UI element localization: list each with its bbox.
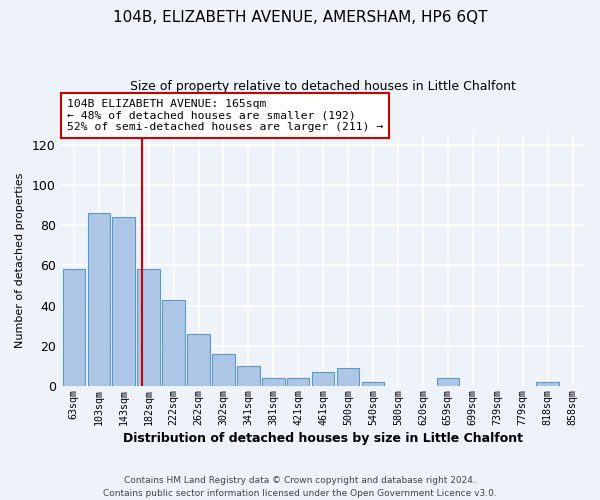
Bar bbox=[163, 300, 185, 386]
Bar bbox=[287, 378, 310, 386]
Bar bbox=[536, 382, 559, 386]
Bar bbox=[362, 382, 384, 386]
X-axis label: Distribution of detached houses by size in Little Chalfont: Distribution of detached houses by size … bbox=[123, 432, 523, 445]
Bar bbox=[88, 213, 110, 386]
Bar bbox=[262, 378, 284, 386]
Bar bbox=[237, 366, 260, 386]
Bar bbox=[137, 270, 160, 386]
Bar bbox=[112, 217, 135, 386]
Bar bbox=[437, 378, 459, 386]
Y-axis label: Number of detached properties: Number of detached properties bbox=[15, 172, 25, 348]
Text: 104B, ELIZABETH AVENUE, AMERSHAM, HP6 6QT: 104B, ELIZABETH AVENUE, AMERSHAM, HP6 6Q… bbox=[113, 10, 487, 25]
Text: 104B ELIZABETH AVENUE: 165sqm
← 48% of detached houses are smaller (192)
52% of : 104B ELIZABETH AVENUE: 165sqm ← 48% of d… bbox=[67, 98, 383, 132]
Bar bbox=[62, 270, 85, 386]
Bar bbox=[212, 354, 235, 386]
Text: Contains HM Land Registry data © Crown copyright and database right 2024.
Contai: Contains HM Land Registry data © Crown c… bbox=[103, 476, 497, 498]
Bar bbox=[337, 368, 359, 386]
Bar bbox=[312, 372, 334, 386]
Title: Size of property relative to detached houses in Little Chalfont: Size of property relative to detached ho… bbox=[130, 80, 516, 93]
Bar bbox=[187, 334, 210, 386]
